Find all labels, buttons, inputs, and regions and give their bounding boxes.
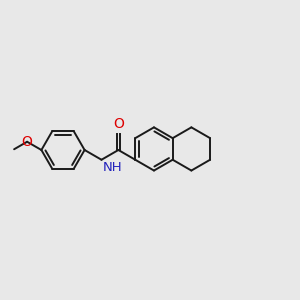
Text: O: O bbox=[22, 135, 32, 149]
Text: O: O bbox=[113, 117, 124, 131]
Text: NH: NH bbox=[103, 161, 123, 174]
